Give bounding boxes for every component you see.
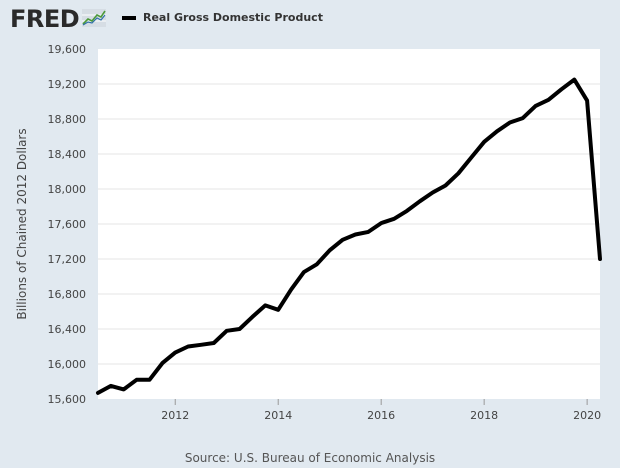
y-tick-label: 16,800 — [48, 288, 87, 301]
fred-logo[interactable]: FRED — [10, 5, 107, 33]
y-tick-label: 19,200 — [48, 78, 87, 91]
legend-label: Real Gross Domestic Product — [143, 11, 323, 24]
legend-swatch — [122, 15, 136, 20]
y-tick-label: 18,000 — [48, 183, 87, 196]
y-axis-label: Billions of Chained 2012 Dollars — [15, 128, 29, 319]
x-tick-label: 2014 — [264, 409, 292, 422]
source-note: Source: U.S. Bureau of Economic Analysis — [184, 451, 436, 465]
y-tick-label: 18,800 — [48, 113, 87, 126]
y-tick-label: 17,600 — [48, 218, 87, 231]
x-tick-label: 2020 — [573, 409, 601, 422]
logo-text: FRED — [10, 5, 80, 33]
chart-legend: Real Gross Domestic Product — [122, 11, 323, 24]
x-axis: 2012 2014 2016 2018 2020 — [161, 399, 601, 422]
y-tick-label: 15,600 — [48, 393, 87, 406]
y-tick-label: 16,000 — [48, 358, 87, 371]
y-tick-label: 19,600 — [48, 43, 87, 56]
y-tick-label: 18,400 — [48, 148, 87, 161]
y-tick-label: 17,200 — [48, 253, 87, 266]
gdp-series-line — [96, 77, 602, 395]
y-axis: 15,600 16,000 16,400 16,800 17,200 17,600 18,0… — [48, 43, 87, 406]
x-tick-label: 2018 — [470, 409, 498, 422]
trend-line-icon — [82, 9, 107, 31]
x-tick-label: 2012 — [161, 409, 189, 422]
x-tick-label: 2016 — [367, 409, 395, 422]
y-tick-label: 16,400 — [48, 323, 87, 336]
